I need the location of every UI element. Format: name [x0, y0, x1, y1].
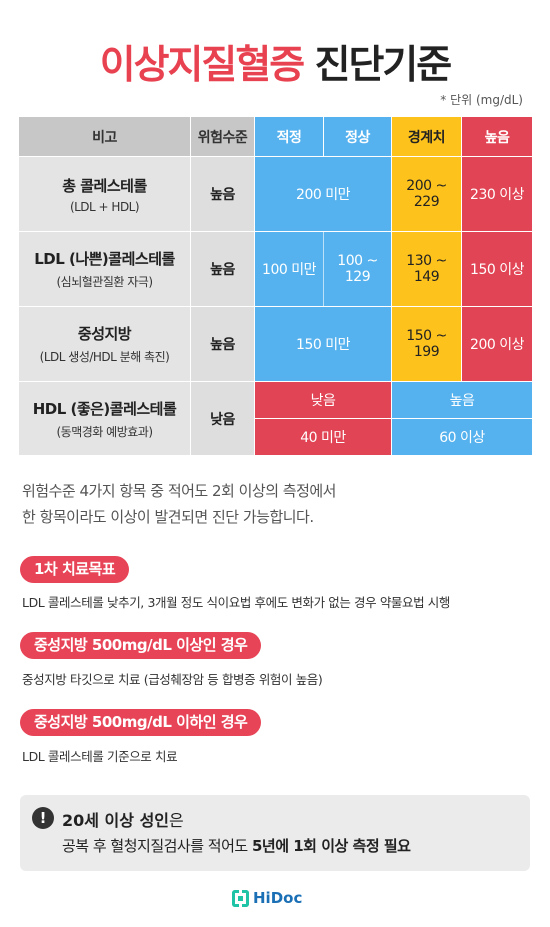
low-value: 40 미만	[254, 418, 392, 456]
row-name: 중성지방	[77, 325, 132, 343]
criteria-table: 비고 위험수준 적정 정상 경계치 높음 총 콜레스테롤 (LDL + HDL)…	[18, 116, 533, 456]
high-value: 60 이상	[391, 418, 533, 456]
borderline-value: 200 ~ 229	[391, 156, 462, 232]
normal-range: 150 미만	[254, 306, 392, 382]
risk-level: 높음	[190, 231, 255, 307]
row-name-cell: 총 콜레스테롤 (LDL + HDL)	[18, 156, 191, 232]
section-text-tg-over-500: 중성지방 타깃으로 치료 (급성췌장암 등 합병증 위험이 높음)	[22, 672, 323, 687]
header-borderline: 경계치	[391, 116, 462, 157]
row-name: LDL (나쁜)콜레스테롤	[34, 250, 175, 268]
row-name-cell: HDL (좋은)콜레스테롤 (동맥경화 예방효과)	[18, 381, 191, 456]
row-subtitle: (심뇌혈관질환 자극)	[56, 275, 154, 289]
row-name: HDL (좋은)콜레스테롤	[32, 399, 177, 418]
logo-text: HiDoc	[253, 889, 303, 907]
row-subtitle: (동맥경화 예방효과)	[56, 424, 154, 439]
row-name-cell: 중성지방 (LDL 생성/HDL 분해 촉진)	[18, 306, 191, 382]
header-optimal: 적정	[254, 116, 324, 157]
table-row: 40 미만 60 이상	[19, 418, 533, 456]
row-subtitle: (LDL + HDL)	[69, 199, 140, 214]
table-row: HDL (좋은)콜레스테롤 (동맥경화 예방효과) 낮음 낮음 높음	[18, 381, 533, 456]
row-subtitle: (LDL 생성/HDL 분해 촉진)	[39, 350, 170, 364]
header-normal: 정상	[323, 116, 392, 157]
header-compare: 비고	[18, 116, 191, 157]
normal-value: 100 ~ 129	[323, 231, 392, 307]
exclamation-icon: !	[32, 807, 54, 829]
notice-line-1: 20세 이상 성인은	[62, 807, 184, 831]
table-row: 총 콜레스테롤 (LDL + HDL) 높음 200 미만 200 ~ 229 …	[18, 156, 533, 232]
high-value: 230 이상	[461, 156, 533, 232]
table-row: LDL (나쁜)콜레스테롤 (심뇌혈관질환 자극) 높음 100 미만 100 …	[18, 231, 533, 307]
header-high: 높음	[461, 116, 533, 157]
table-header-row: 비고 위험수준 적정 정상 경계치 높음	[18, 116, 533, 157]
borderline-value: 150 ~ 199	[391, 306, 462, 382]
hidoc-logo-icon	[232, 889, 249, 907]
title-part-2: 진단기준	[314, 43, 453, 88]
section-text-treatment-goal: LDL 콜레스테롤 낮추기, 3개월 정도 식이요법 후에도 변화가 없는 경우…	[22, 595, 450, 610]
row-name-cell: LDL (나쁜)콜레스테롤 (심뇌혈관질환 자극)	[18, 231, 191, 307]
description-line-1: 위험수준 4가지 항목 중 적어도 2회 이상의 측정에서	[22, 482, 336, 500]
risk-level: 높음	[190, 156, 255, 232]
notice-line-1-bold: 20세 이상 성인	[62, 811, 170, 830]
risk-level: 낮음	[190, 381, 255, 456]
section-tag-tg-under-500: 중성지방 500mg/dL 이하인 경우	[20, 709, 262, 736]
page-title: 이상지질혈증 진단기준	[0, 34, 550, 90]
notice-box: ! 20세 이상 성인은 공복 후 혈청지질검사를 적어도 5년에 1회 이상 …	[20, 795, 530, 871]
high-value: 200 이상	[461, 306, 533, 382]
risk-level: 높음	[190, 306, 255, 382]
normal-range: 200 미만	[254, 156, 392, 232]
notice-line-2-bold: 5년에 1회 이상 측정 필요	[251, 837, 411, 855]
notice-line-1-rest: 은	[169, 811, 184, 830]
borderline-value: 130 ~ 149	[391, 231, 462, 307]
row-name: 총 콜레스테롤	[62, 176, 147, 195]
hidoc-logo: HiDoc	[232, 888, 302, 908]
table-row: 중성지방 (LDL 생성/HDL 분해 촉진) 높음 150 미만 150 ~ …	[18, 306, 533, 382]
low-label: 낮음	[254, 381, 392, 419]
high-label: 높음	[391, 381, 533, 419]
title-part-1: 이상지질혈증	[99, 43, 305, 88]
description: 위험수준 4가지 항목 중 적어도 2회 이상의 측정에서 한 항목이라도 이상…	[22, 478, 532, 530]
notice-line-2-pre: 공복 후 혈청지질검사를 적어도	[62, 837, 252, 855]
section-text-tg-under-500: LDL 콜레스테롤 기준으로 치료	[22, 749, 178, 764]
section-tag-tg-over-500: 중성지방 500mg/dL 이상인 경우	[20, 632, 262, 659]
section-tag-treatment-goal: 1차 치료목표	[20, 556, 130, 583]
optimal-value: 100 미만	[254, 231, 324, 307]
description-line-2: 한 항목이라도 이상이 발견되면 진단 가능합니다.	[22, 508, 314, 526]
notice-line-2: 공복 후 혈청지질검사를 적어도 5년에 1회 이상 측정 필요	[62, 835, 411, 856]
high-value: 150 이상	[461, 231, 533, 307]
header-risk: 위험수준	[190, 116, 255, 157]
unit-note: * 단위 (mg/dL)	[440, 93, 523, 107]
